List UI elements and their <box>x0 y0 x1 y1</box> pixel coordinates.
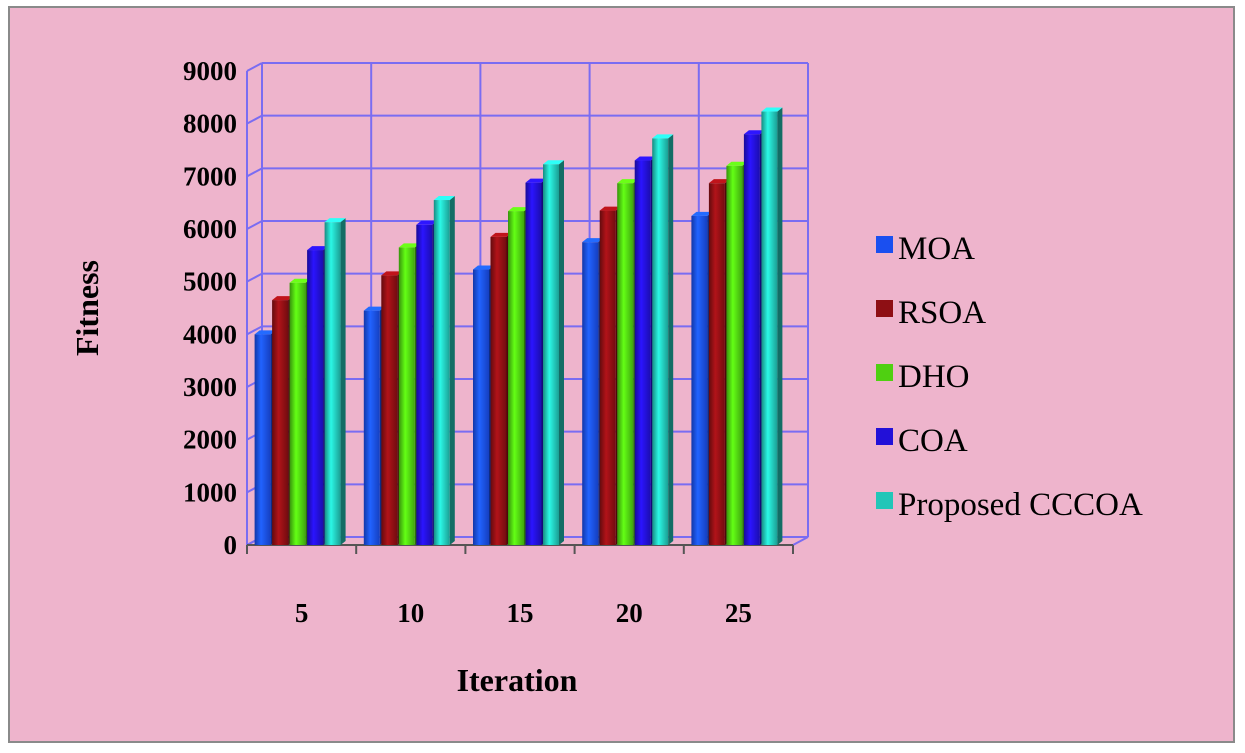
bar <box>761 107 783 545</box>
gridline-depth <box>246 272 263 283</box>
legend-item: MOA <box>876 231 975 267</box>
y-tick-label: 4000 <box>183 319 237 349</box>
legend-label: RSOA <box>898 295 986 331</box>
gridline-depth <box>246 167 263 178</box>
y-axis-ticks: 0 1000 2000 3000 4000 5000 6000 7000 8000 9000 <box>183 56 237 560</box>
legend-swatch <box>876 300 893 317</box>
legend-swatch <box>876 236 893 253</box>
y-tick-label: 7000 <box>183 161 237 191</box>
chart-frame: 0 1000 2000 3000 4000 5000 6000 7000 8000 9000 5 1… <box>8 6 1235 743</box>
bar-chart: 0 1000 2000 3000 4000 5000 6000 7000 8000 9000 5 1… <box>69 56 1143 698</box>
x-tick-label: 10 <box>397 598 424 628</box>
x-tick-label: 20 <box>616 598 643 628</box>
legend-swatch <box>876 364 893 381</box>
bar <box>652 134 674 545</box>
legend-label: MOA <box>898 231 975 267</box>
bar <box>324 218 346 546</box>
gridline-depth <box>246 114 263 125</box>
bar <box>543 160 564 545</box>
y-tick-label: 0 <box>224 530 238 560</box>
x-tick-label: 5 <box>295 598 309 628</box>
legend: MOA RSOA DHO COA Proposed CCCOA <box>876 231 1143 523</box>
legend-swatch <box>876 428 893 445</box>
legend-label: COA <box>898 423 968 459</box>
y-tick-label: 9000 <box>183 56 237 86</box>
x-tick-label: 15 <box>507 598 534 628</box>
y-tick-label: 1000 <box>183 477 237 507</box>
gridline-depth <box>246 220 263 230</box>
bars <box>254 107 783 546</box>
y-tick-label: 5000 <box>183 267 237 297</box>
legend-item: COA <box>876 423 968 459</box>
y-tick-label: 3000 <box>183 372 237 402</box>
x-axis-ticks: 5 10 15 20 25 <box>295 598 752 628</box>
gridline-depth <box>246 62 263 72</box>
bar <box>433 196 455 546</box>
x-axis-title: Iteration <box>457 662 578 698</box>
legend-label: DHO <box>898 359 970 395</box>
legend-item: DHO <box>876 359 970 395</box>
y-axis-title: Fitness <box>69 260 105 356</box>
legend-swatch <box>876 492 893 509</box>
legend-item: RSOA <box>876 295 986 331</box>
y-tick-label: 6000 <box>183 214 237 244</box>
y-tick-label: 2000 <box>183 425 237 455</box>
legend-label: Proposed CCCOA <box>898 487 1143 523</box>
legend-item: Proposed CCCOA <box>876 487 1143 523</box>
x-tick-label: 25 <box>725 598 752 628</box>
y-tick-label: 8000 <box>183 109 237 139</box>
gridline-depth <box>246 325 263 336</box>
